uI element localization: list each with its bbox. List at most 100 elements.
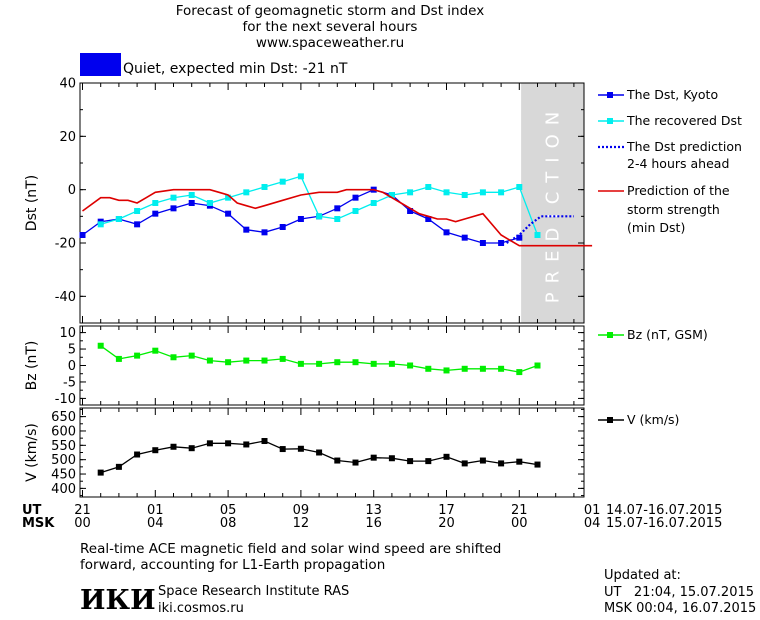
data-point <box>479 365 486 372</box>
msk-tick-label: 16 <box>365 516 382 531</box>
dst-ytick-label: 20 <box>59 130 76 145</box>
data-point <box>388 192 395 198</box>
data-point <box>297 360 304 367</box>
data-point <box>388 360 395 367</box>
dst-frame <box>79 82 585 324</box>
data-point <box>79 232 86 238</box>
data-point <box>297 216 304 222</box>
iki-logo: ИКИ <box>80 585 156 616</box>
legend-v-marker <box>607 417 613 423</box>
legend: The Dst, Kyoto The recovered Dst The Dst p… <box>598 87 742 427</box>
data-point <box>407 362 414 369</box>
data-point <box>479 189 486 196</box>
data-point <box>534 232 541 238</box>
bz-ylabel: Bz (nT) <box>24 341 40 391</box>
data-point <box>261 438 268 445</box>
msk-tick-label: 08 <box>219 516 237 531</box>
footnote-line2: forward, accounting for L1-Earth propaga… <box>80 557 386 573</box>
bz-ytick-label: 10 <box>59 326 76 341</box>
data-point <box>225 210 232 217</box>
msk-tick-label: 04 <box>583 516 601 531</box>
data-point <box>425 216 432 222</box>
data-point <box>334 205 341 212</box>
data-point <box>334 216 341 222</box>
data-point <box>498 365 505 372</box>
data-point <box>407 189 414 196</box>
ut-tick-label: 21 <box>74 503 91 518</box>
data-point <box>443 367 450 374</box>
data-point <box>134 352 141 359</box>
legend-dst-kyoto-label: The Dst, Kyoto <box>626 87 718 102</box>
data-point <box>498 189 505 196</box>
data-point <box>516 184 523 190</box>
data-point <box>97 469 104 476</box>
data-point <box>297 173 304 180</box>
data-point <box>461 234 468 241</box>
data-point <box>370 200 377 206</box>
ut-tick-label: 17 <box>438 503 455 518</box>
data-point <box>170 194 177 201</box>
data-point <box>352 208 359 214</box>
data-point <box>334 457 341 464</box>
institute-url[interactable]: iki.cosmos.ru <box>158 601 244 616</box>
updated-ut: UT 21:04, 15.07.2015 <box>604 585 755 600</box>
data-point <box>279 224 286 230</box>
data-point <box>152 200 159 206</box>
v-ytick-label: 450 <box>51 468 76 483</box>
data-point <box>279 355 286 362</box>
data-point <box>188 200 195 206</box>
ut-tick-label: 21 <box>511 503 528 518</box>
dst-ytick-label: 0 <box>68 183 76 198</box>
status-color-swatch <box>80 53 121 76</box>
site-url[interactable]: www.spaceweather.ru <box>255 35 405 51</box>
legend-bz-marker <box>607 332 613 338</box>
data-point <box>206 440 213 447</box>
legend-recovered-label: The recovered Dst <box>626 113 742 128</box>
legend-recovered-marker <box>607 118 613 124</box>
data-point <box>316 360 323 367</box>
dst-ytick-label: -40 <box>55 290 76 305</box>
ut-tick-label: 01 <box>147 503 164 518</box>
data-point <box>498 460 505 467</box>
legend-storm-label-3: (min Dst) <box>627 220 685 235</box>
data-point <box>115 355 122 362</box>
footnote-line1: Real-time ACE magnetic field and solar w… <box>80 541 502 557</box>
ut-date-range: 14.07-16.07.2015 <box>606 503 723 518</box>
ut-tick-label: 09 <box>292 503 310 518</box>
data-point <box>352 359 359 366</box>
data-point <box>152 347 159 354</box>
institute-name: Space Research Institute RAS <box>158 584 350 599</box>
data-point <box>188 352 195 359</box>
legend-storm-label-2: storm strength <box>627 202 720 217</box>
data-point <box>279 446 286 453</box>
data-point <box>534 461 541 468</box>
data-point <box>425 365 432 372</box>
data-point <box>407 458 414 465</box>
v-ytick-label: 500 <box>51 453 76 468</box>
dst-ytick-label: -20 <box>55 237 76 252</box>
prediction-shading <box>521 83 584 323</box>
updated-msk: MSK 00:04, 16.07.2015 <box>604 601 757 616</box>
data-point <box>243 441 250 448</box>
v-ytick-label: 650 <box>51 410 76 425</box>
data-point <box>516 458 523 465</box>
data-point <box>243 189 250 196</box>
bz-frame <box>79 325 585 406</box>
data-point <box>479 457 486 464</box>
legend-prediction-label-1: The Dst prediction <box>626 139 742 154</box>
msk-tick-label: 20 <box>438 516 455 531</box>
ut-tick-label: 05 <box>219 503 237 518</box>
bz-ytick-label: 5 <box>68 343 76 358</box>
legend-bz-label: Bz (nT, GSM) <box>627 327 708 342</box>
updated-label: Updated at: <box>604 568 681 583</box>
prediction-label: PREDICTION <box>543 103 564 303</box>
msk-tick-label: 00 <box>74 516 91 531</box>
ut-axis-label: UT <box>22 503 42 518</box>
legend-v-label: V (km/s) <box>627 412 679 427</box>
data-point <box>261 229 268 236</box>
msk-axis-label: MSK <box>22 516 55 531</box>
data-point <box>534 362 541 369</box>
chart-title-line2: for the next several hours <box>242 19 418 35</box>
data-point <box>115 463 122 470</box>
